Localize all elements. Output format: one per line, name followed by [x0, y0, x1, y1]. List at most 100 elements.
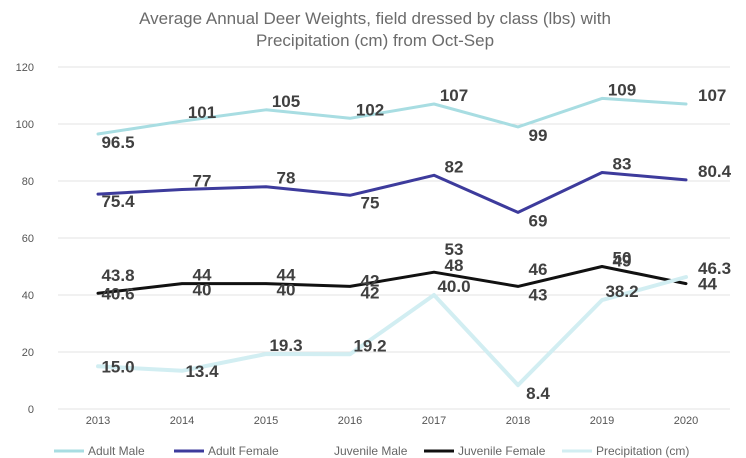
data-label-juvenile-male: 50 [613, 249, 632, 268]
data-point-juvenile-female [433, 271, 435, 274]
data-point-juvenile-female [685, 282, 687, 285]
data-label-precipitation: 15.0 [101, 357, 134, 376]
x-tick-label: 2019 [590, 415, 614, 427]
y-tick-label: 60 [22, 233, 34, 245]
x-tick-label: 2013 [86, 415, 110, 427]
data-label-adult-male: 99 [529, 126, 548, 145]
data-label-juvenile-male: 43.8 [101, 266, 134, 285]
series-lines [96, 96, 688, 388]
legend-item-juvenile-male: Juvenile Male [300, 444, 408, 458]
data-label-juvenile-female: 44 [698, 275, 717, 294]
data-point-precipitation [181, 370, 183, 372]
data-label-adult-male: 107 [698, 86, 726, 105]
legend-item-juvenile-female: Juvenile Female [424, 444, 546, 458]
series-line-precipitation [96, 275, 688, 388]
data-point-adult-male [97, 133, 99, 135]
data-point-juvenile-male [433, 257, 435, 259]
legend-item-adult-female: Adult Female [174, 444, 279, 458]
legend-label: Juvenile Female [458, 444, 546, 458]
data-label-adult-male: 105 [272, 92, 300, 111]
data-point-juvenile-male [97, 283, 99, 285]
data-point-precipitation [517, 384, 519, 386]
x-axis-ticks: 2013 2014 2015 2016 2017 2018 2019 2020 [86, 415, 698, 427]
data-label-adult-female: 83 [613, 154, 632, 173]
data-label-precipitation: 38.2 [605, 282, 638, 301]
data-point-precipitation [601, 299, 603, 301]
data-point-adult-female [433, 174, 435, 177]
x-tick-label: 2020 [674, 415, 698, 427]
series-juvenile-female [96, 265, 688, 295]
data-point-adult-male [601, 97, 603, 100]
data-label-juvenile-male: 46 [529, 260, 548, 279]
data-label-adult-female: 82 [445, 157, 464, 176]
legend-label: Adult Male [88, 444, 145, 458]
y-tick-label: 40 [22, 290, 34, 302]
data-label-adult-male: 102 [356, 100, 384, 119]
data-label-adult-female: 78 [277, 169, 296, 188]
data-label-juvenile-male: 46.3 [698, 259, 731, 278]
x-tick-label: 2018 [506, 415, 530, 427]
y-tick-label: 80 [22, 176, 34, 188]
data-point-adult-male [685, 103, 687, 105]
data-label-adult-female: 77 [193, 172, 212, 191]
data-point-precipitation [97, 365, 99, 368]
y-tick-label: 20 [22, 347, 34, 359]
data-point-precipitation [265, 353, 267, 355]
data-label-juvenile-female: 40 [193, 281, 212, 300]
x-tick-label: 2014 [170, 415, 194, 427]
legend-item-adult-male: Adult Male [54, 444, 145, 458]
data-label-precipitation: 8.4 [526, 384, 550, 403]
data-label-adult-male: 109 [608, 80, 636, 99]
data-label-precipitation: 19.3 [269, 336, 302, 355]
legend-label: Precipitation (cm) [596, 444, 689, 458]
chart-title-line-1: Average Annual Deer Weights, field dress… [139, 9, 611, 28]
data-point-precipitation [685, 276, 687, 278]
data-label-precipitation: 13.4 [185, 362, 219, 381]
data-point-adult-female [97, 193, 99, 195]
data-point-juvenile-female [601, 265, 603, 268]
data-point-adult-female [349, 194, 351, 197]
data-label-adult-female: 80.4 [698, 162, 732, 181]
data-point-juvenile-female [97, 292, 99, 295]
data-labels: 96.5 101 105 102 107 99 109 107 75.4 77 78 75 82 69 83… [101, 80, 731, 403]
series-line-adult-female [96, 171, 688, 214]
data-label-juvenile-female: 42 [361, 283, 380, 302]
data-point-adult-male [181, 120, 183, 122]
data-label-adult-female: 75 [361, 193, 380, 212]
data-point-adult-female [601, 171, 603, 174]
data-label-adult-female: 75.4 [101, 192, 135, 211]
data-point-juvenile-male [349, 288, 351, 291]
data-label-juvenile-male: 44 [193, 266, 212, 285]
data-label-precipitation: 40.0 [437, 277, 470, 296]
data-point-adult-female [265, 185, 267, 188]
data-label-adult-male: 96.5 [101, 133, 134, 152]
data-point-juvenile-male [517, 277, 519, 279]
x-tick-label: 2015 [254, 415, 278, 427]
data-label-juvenile-female: 49 [613, 252, 632, 271]
legend-label: Juvenile Male [334, 444, 408, 458]
data-point-adult-male [265, 108, 267, 111]
data-point-juvenile-female [181, 282, 183, 285]
data-label-juvenile-male: 53 [445, 240, 464, 259]
chart-title-line-2: Precipitation (cm) from Oct-Sep [256, 31, 494, 50]
data-point-adult-male [433, 103, 435, 105]
data-label-juvenile-male: 44 [277, 266, 296, 285]
data-point-adult-female [685, 179, 687, 181]
series-adult-male [96, 96, 688, 136]
data-point-precipitation [349, 353, 351, 356]
data-point-juvenile-female [517, 285, 519, 288]
data-point-juvenile-female [265, 282, 267, 285]
data-label-juvenile-female: 48 [445, 256, 464, 275]
data-label-juvenile-female: 40 [277, 281, 296, 300]
data-label-adult-female: 69 [529, 211, 548, 230]
data-point-juvenile-female [349, 285, 351, 288]
data-label-precipitation: 19.2 [353, 336, 386, 355]
data-label-adult-male: 101 [188, 103, 216, 122]
series-adult-female [96, 171, 688, 214]
data-point-adult-female [517, 211, 519, 214]
series-line-adult-male [96, 96, 688, 136]
legend-label: Adult Female [208, 444, 279, 458]
data-point-adult-male [517, 126, 519, 128]
